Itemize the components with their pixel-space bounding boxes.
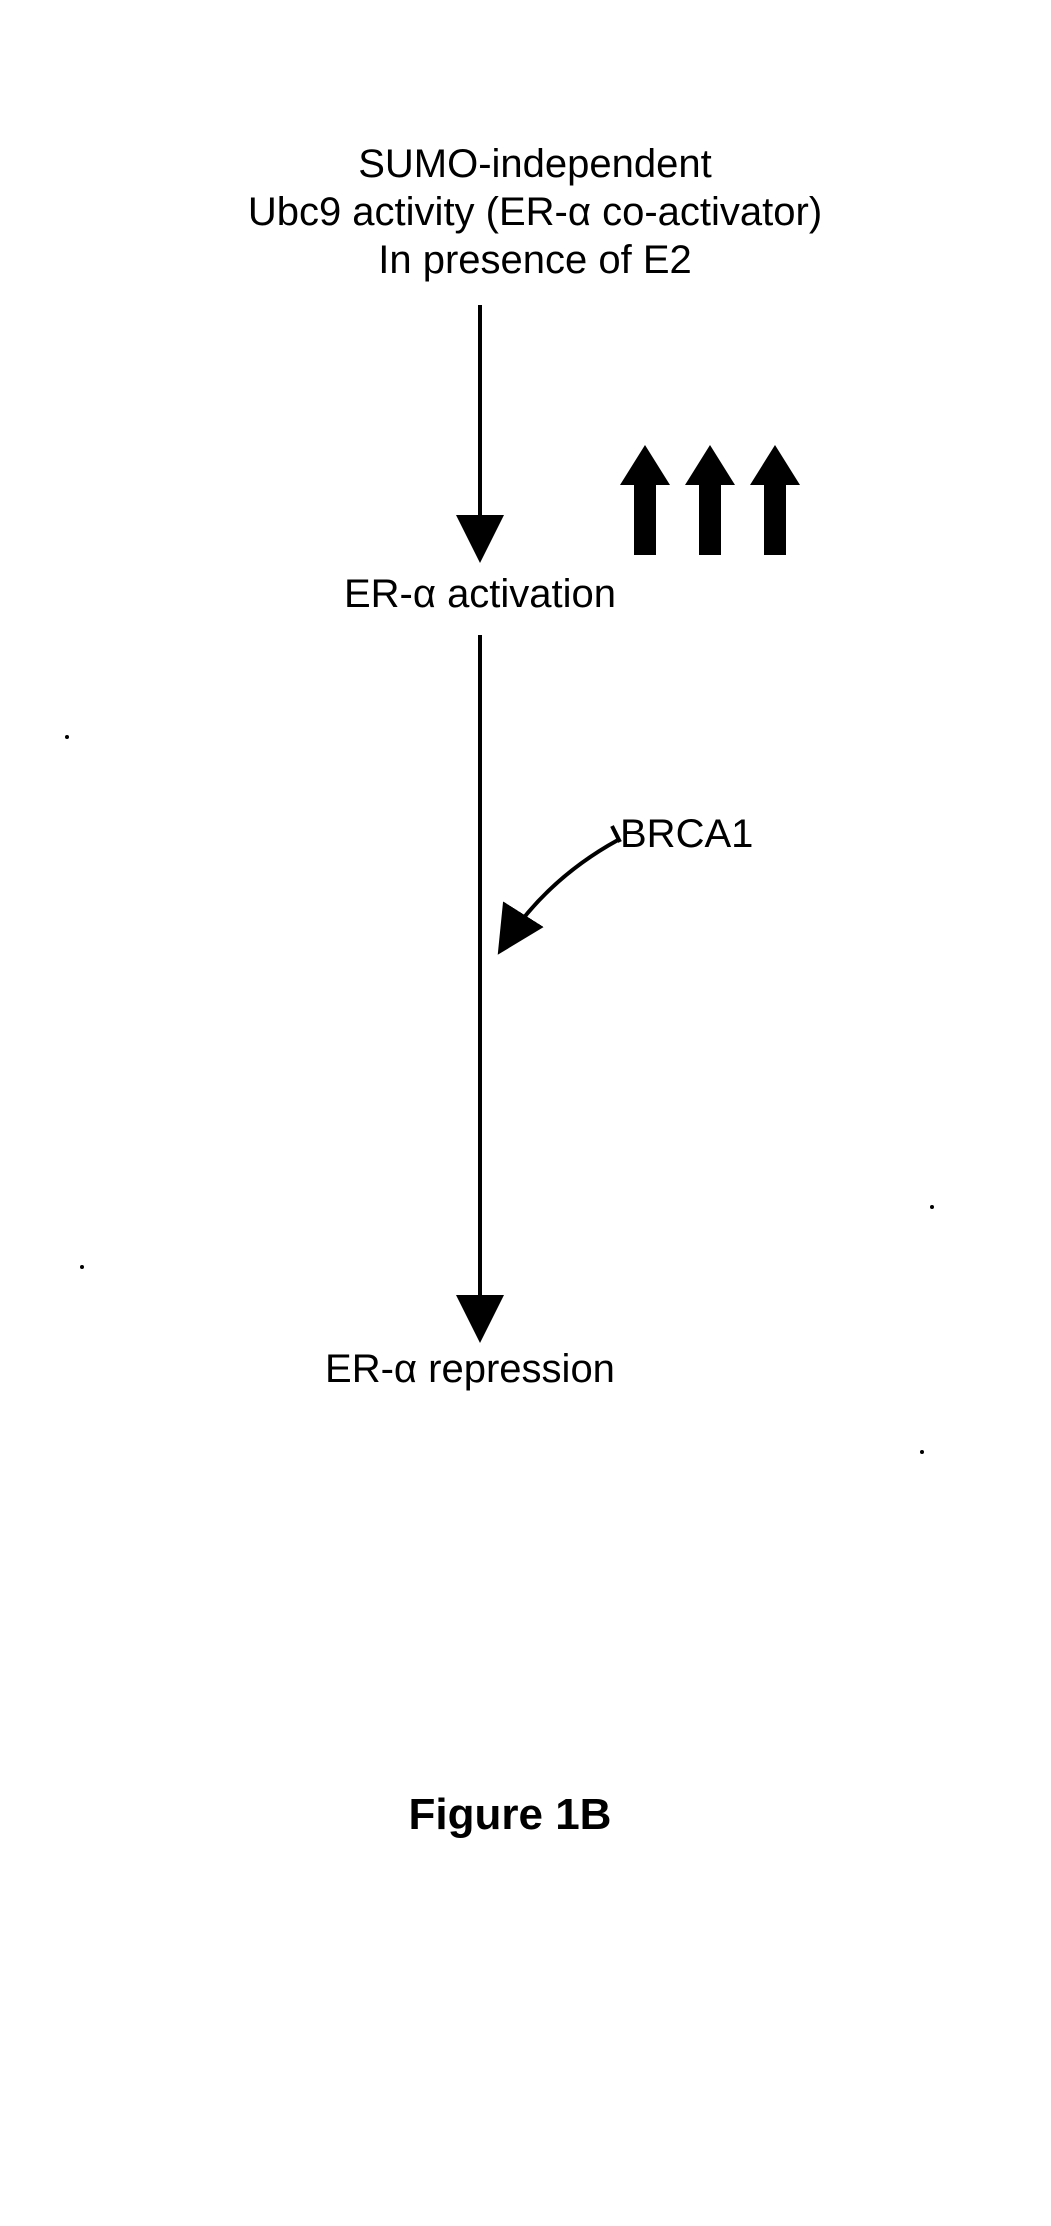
up-arrow-1 [620, 445, 670, 555]
arrows-svg [0, 0, 1051, 2226]
artifact-dot [80, 1265, 84, 1269]
artifact-dot [930, 1205, 934, 1209]
up-arrow-3 [750, 445, 800, 555]
artifact-dot [920, 1450, 924, 1454]
diagram-container: SUMO-independent Ubc9 activity (ER-α co-… [0, 0, 1051, 2226]
artifact-dot [65, 735, 69, 739]
up-arrow-2 [685, 445, 735, 555]
brca1-arrow [502, 840, 618, 948]
